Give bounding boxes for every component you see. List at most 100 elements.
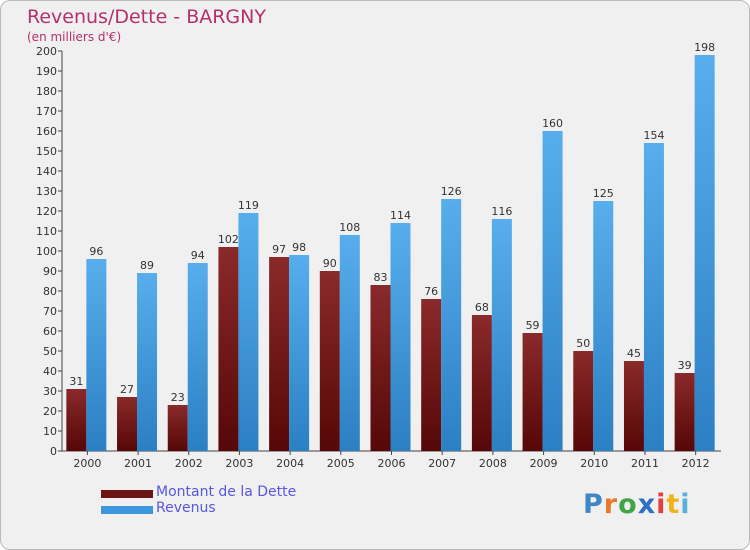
x-tick-label: 2008 — [479, 457, 507, 470]
data-label-dette: 68 — [475, 301, 489, 314]
y-tick-label: 80 — [43, 285, 57, 298]
y-tick-label: 100 — [36, 245, 57, 258]
bar-dette — [522, 333, 543, 451]
y-tick-label: 0 — [50, 445, 57, 458]
data-label-dette: 31 — [69, 375, 83, 388]
data-label-revenus: 108 — [339, 221, 360, 234]
bar-dette — [117, 397, 138, 451]
data-label-revenus: 98 — [292, 241, 306, 254]
chart-title: Revenus/Dette - BARGNY — [27, 6, 266, 28]
data-label-revenus: 154 — [643, 129, 664, 142]
y-tick-label: 160 — [36, 125, 57, 138]
proxiti-logo: Proxiti — [583, 489, 691, 520]
data-label-dette: 23 — [171, 391, 185, 404]
data-label-dette: 45 — [627, 347, 641, 360]
x-tick-label: 2010 — [580, 457, 608, 470]
data-label-dette: 76 — [424, 285, 438, 298]
data-label-revenus: 96 — [89, 245, 103, 258]
data-label-dette: 83 — [374, 271, 388, 284]
y-tick-label: 170 — [36, 105, 57, 118]
bar-dette — [167, 405, 188, 451]
data-label-dette: 59 — [526, 319, 540, 332]
data-label-dette: 90 — [323, 257, 337, 270]
bar-revenus — [694, 55, 715, 451]
x-tick-label: 2004 — [276, 457, 304, 470]
bar-dette — [573, 351, 594, 451]
bar-revenus — [289, 255, 310, 451]
x-tick-label: 2000 — [73, 457, 101, 470]
y-tick-label: 130 — [36, 185, 57, 198]
y-tick-label: 120 — [36, 205, 57, 218]
y-tick-label: 70 — [43, 305, 57, 318]
bar-dette — [218, 247, 239, 451]
brand-letter: x — [637, 489, 657, 520]
y-tick-label: 90 — [43, 265, 57, 278]
bar-revenus — [441, 199, 462, 451]
y-tick-label: 190 — [36, 65, 57, 78]
y-tick-label: 50 — [43, 345, 57, 358]
brand-letter: i — [656, 489, 667, 520]
y-tick-label: 140 — [36, 165, 57, 178]
data-label-revenus: 126 — [441, 185, 462, 198]
data-label-revenus: 198 — [694, 41, 715, 54]
brand-letter: r — [603, 489, 619, 520]
bar-dette — [674, 373, 695, 451]
legend-label-revenus: Revenus — [156, 500, 216, 516]
data-label-dette: 27 — [120, 383, 134, 396]
bar-dette — [370, 285, 391, 451]
bar-revenus — [593, 201, 614, 451]
y-tick-label: 10 — [43, 425, 57, 438]
data-label-dette: 39 — [678, 359, 692, 372]
chart-subtitle: (en milliers d'€) — [27, 30, 122, 44]
bar-revenus — [542, 131, 563, 451]
data-label-dette: 50 — [576, 337, 590, 350]
y-tick-label: 60 — [43, 325, 57, 338]
bar-revenus — [187, 263, 208, 451]
y-tick-label: 150 — [36, 145, 57, 158]
bar-revenus — [390, 223, 411, 451]
x-tick-label: 2003 — [225, 457, 253, 470]
x-tick-label: 2009 — [530, 457, 558, 470]
x-tick-label: 2006 — [378, 457, 406, 470]
bar-dette — [421, 299, 442, 451]
data-label-dette: 102 — [218, 233, 239, 246]
bar-revenus — [491, 219, 512, 451]
y-tick-label: 20 — [43, 405, 57, 418]
legend-swatch-revenus — [101, 506, 153, 514]
y-tick-label: 200 — [36, 45, 57, 58]
bar-dette — [269, 257, 290, 451]
y-tick-label: 110 — [36, 225, 57, 238]
x-tick-label: 2011 — [631, 457, 659, 470]
legend-swatch-dette — [101, 490, 153, 498]
x-tick-label: 2005 — [327, 457, 355, 470]
bar-dette — [66, 389, 87, 451]
brand-letter: o — [618, 489, 638, 520]
y-tick-label: 40 — [43, 365, 57, 378]
x-tick-label: 2012 — [682, 457, 710, 470]
bar-revenus — [339, 235, 360, 451]
data-label-revenus: 114 — [390, 209, 411, 222]
brand-letter: P — [583, 489, 604, 520]
data-label-revenus: 125 — [593, 187, 614, 200]
bar-revenus — [137, 273, 158, 451]
bar-revenus — [238, 213, 259, 451]
bar-revenus — [643, 143, 664, 451]
brand-letter: t — [666, 489, 681, 520]
bar-dette — [471, 315, 492, 451]
data-label-dette: 97 — [272, 243, 286, 256]
y-tick-label: 180 — [36, 85, 57, 98]
y-tick-label: 30 — [43, 385, 57, 398]
data-label-revenus: 160 — [542, 117, 563, 130]
bar-revenus — [86, 259, 107, 451]
data-label-revenus: 94 — [191, 249, 205, 262]
data-label-revenus: 119 — [238, 199, 259, 212]
data-label-revenus: 116 — [491, 205, 512, 218]
bar-dette — [623, 361, 644, 451]
x-tick-label: 2002 — [175, 457, 203, 470]
bar-dette — [319, 271, 340, 451]
data-label-revenus: 89 — [140, 259, 154, 272]
legend-label-dette: Montant de la Dette — [156, 484, 297, 500]
brand-letter: i — [680, 489, 691, 520]
